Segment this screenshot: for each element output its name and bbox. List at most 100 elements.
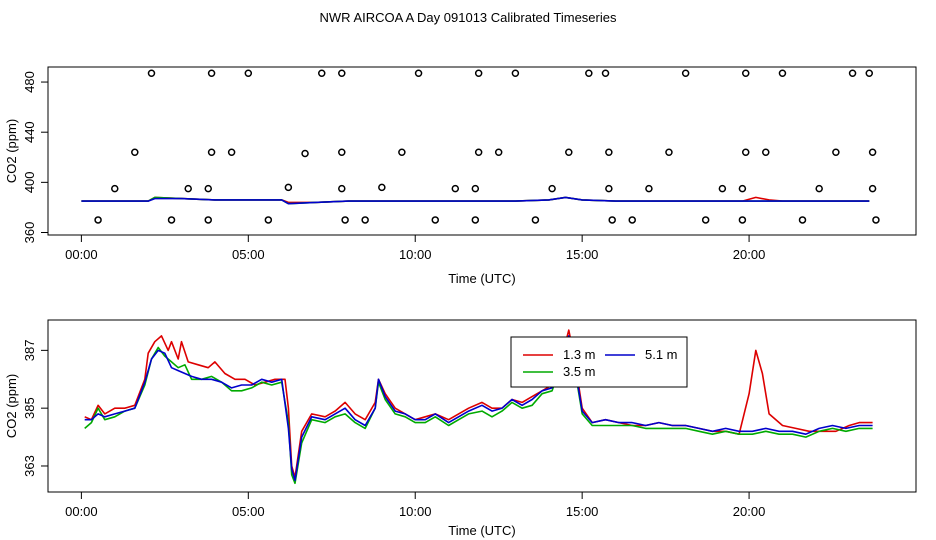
top-data-point	[318, 69, 326, 78]
top-data-point	[474, 69, 483, 78]
top-data-point	[207, 148, 216, 157]
bottom-series	[84, 329, 873, 485]
top-data-point	[608, 216, 616, 224]
bottom-series-line-3-5-m	[84, 338, 873, 485]
top-data-point	[94, 216, 102, 224]
top-series-line-2	[81, 196, 870, 205]
top-x-axis-label: Time (UTC)	[448, 271, 515, 286]
top-data-point	[585, 69, 593, 78]
legend-label: 1.3 m	[563, 347, 596, 362]
top-data-point	[718, 184, 727, 193]
top-data-point	[511, 69, 520, 78]
top-data-point	[762, 148, 770, 157]
top-data-point	[338, 69, 346, 78]
bottom-y-ticks: 363 385 387	[22, 340, 49, 477]
top-data-point	[398, 148, 406, 157]
top-data-point	[565, 148, 573, 157]
top-x-tick-label: 05:00	[232, 247, 265, 262]
legend-label: 3.5 m	[563, 364, 596, 379]
bottom-panel: Time (UTC) CO2 (ppm) 00:00 05:00 10:00 15:0…	[4, 319, 917, 538]
legend-box	[510, 336, 688, 388]
top-data-point	[338, 148, 346, 157]
top-data-point	[494, 148, 503, 157]
top-data-point	[284, 183, 293, 192]
top-data-point	[451, 184, 460, 193]
top-data-point	[605, 184, 613, 193]
bottom-series-line-1-3-m	[84, 329, 873, 479]
bottom-y-tick-label: 385	[22, 397, 37, 419]
top-data-point	[204, 184, 212, 193]
chart-title: NWR AIRCOA A Day 091013 Calibrated Times…	[320, 10, 617, 25]
top-x-tick-label: 15:00	[566, 247, 599, 262]
top-data-point	[338, 184, 346, 193]
top-data-point	[227, 148, 236, 157]
top-data-point	[865, 69, 874, 78]
top-data-point	[244, 69, 253, 78]
top-x-tick-label: 00:00	[65, 247, 98, 262]
top-data-point	[645, 184, 653, 193]
top-data-point	[605, 148, 613, 157]
bottom-x-axis-label: Time (UTC)	[448, 523, 515, 538]
bottom-series-line-5-1-m	[84, 335, 873, 482]
legend-label: 5.1 m	[645, 347, 678, 362]
top-data-point	[341, 216, 349, 224]
top-data-point	[601, 69, 610, 78]
top-data-point	[264, 216, 273, 224]
top-data-point	[167, 216, 176, 224]
bottom-x-tick-label: 20:00	[733, 504, 766, 519]
top-y-tick-label: 360	[22, 222, 37, 244]
top-data-point	[832, 148, 840, 157]
top-data-point	[681, 69, 690, 78]
bottom-x-tick-label: 00:00	[65, 504, 98, 519]
top-x-ticks: 00:00 05:00 10:00 15:00 20:00	[65, 234, 765, 262]
top-data-point	[548, 184, 556, 193]
top-data-point	[207, 69, 216, 78]
bottom-x-tick-label: 05:00	[232, 504, 265, 519]
top-data-point	[741, 69, 750, 78]
top-series	[81, 196, 870, 205]
top-data-point	[414, 69, 423, 78]
top-data-point	[868, 148, 877, 157]
top-data-point	[474, 148, 483, 157]
top-data-point	[738, 216, 747, 224]
top-data-point	[471, 184, 480, 193]
top-data-point	[665, 148, 673, 157]
top-data-point	[701, 216, 710, 224]
chart-legend: 1.3 m 3.5 m 5.1 m	[510, 336, 688, 388]
top-data-point	[378, 183, 386, 192]
top-x-tick-label: 10:00	[399, 247, 432, 262]
bottom-x-tick-label: 10:00	[399, 504, 432, 519]
top-data-point	[471, 216, 480, 224]
top-data-point	[431, 216, 440, 224]
top-y-ticks: 360 400 440 480	[22, 71, 49, 244]
top-data-point	[147, 69, 156, 78]
bottom-x-tick-label: 15:00	[566, 504, 599, 519]
top-data-point	[868, 184, 877, 193]
top-data-point	[798, 216, 807, 224]
top-data-point	[111, 184, 119, 193]
top-data-point	[531, 216, 540, 224]
top-data-point	[778, 69, 787, 78]
top-data-point	[361, 216, 369, 224]
top-data-point	[628, 216, 636, 224]
top-y-axis-label: CO2 (ppm)	[4, 119, 19, 183]
top-panel: Time (UTC) CO2 (ppm) 00:00 05:00 10:00 15:0…	[4, 66, 917, 286]
bottom-y-tick-label: 387	[22, 340, 37, 362]
top-y-tick-label: 440	[22, 121, 37, 143]
top-y-tick-label: 480	[22, 71, 37, 93]
top-data-point	[131, 148, 139, 157]
top-data-point	[872, 216, 880, 224]
top-data-point	[738, 184, 747, 193]
top-data-point	[848, 69, 857, 78]
top-data-point	[815, 184, 823, 193]
top-data-point	[184, 184, 192, 193]
bottom-x-ticks: 00:00 05:00 10:00 15:00 20:00	[65, 491, 766, 519]
top-data-point	[301, 149, 309, 158]
top-y-tick-label: 400	[22, 171, 37, 193]
bottom-y-tick-label: 363	[22, 455, 37, 477]
top-data-point	[741, 148, 750, 157]
top-data-point	[204, 216, 212, 224]
top-points	[94, 69, 880, 224]
bottom-y-axis-label: CO2 (ppm)	[4, 374, 19, 438]
